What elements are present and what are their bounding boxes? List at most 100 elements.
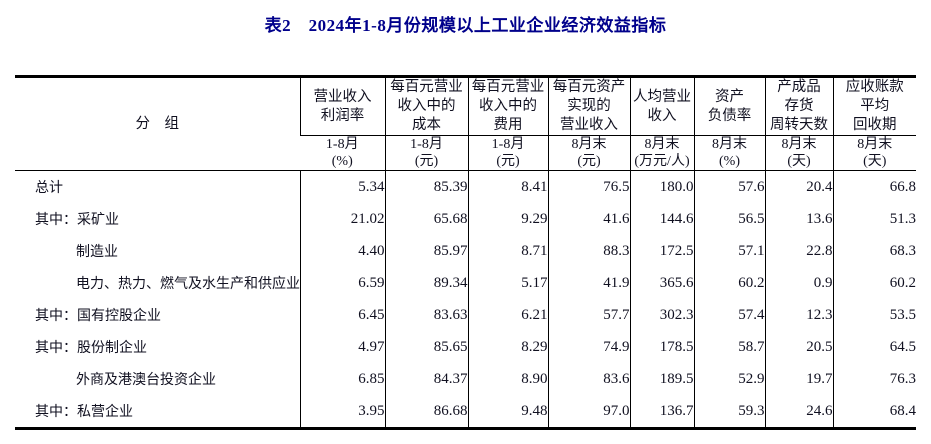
cell-value: 83.63 [384,299,468,331]
cell-value: 52.9 [693,363,765,395]
cell-value: 41.9 [547,267,630,299]
table-row: 总计 5.34 85.39 8.41 76.5 180.0 57.6 20.4 66.8 [15,170,916,203]
cell-value: 60.2 [693,267,765,299]
column-unit-header-0: 1-8月 (%) [300,135,385,171]
table-row: 其中：股份制企业 4.97 85.65 8.29 74.9 178.5 58.7 20.5 64… [15,331,916,363]
cell-value: 8.90 [467,363,548,395]
row-label: 制造业 [76,245,118,260]
cell-value: 97.0 [547,395,630,429]
cell-value: 65.68 [384,203,468,235]
column-period: 8月末 [712,137,747,152]
column-unit-header-2: 1-8月 (元) [467,135,548,171]
column-unit: (元) [414,154,439,169]
row-label: 其中：采矿业 [35,213,119,228]
cell-value: 85.97 [384,235,468,267]
cell-value: 9.48 [467,395,548,429]
cell-value: 0.9 [764,267,833,299]
column-unit: (天) [787,154,811,169]
row-label: 其中：股份制企业 [35,341,147,356]
cell-value: 68.3 [832,235,916,267]
column-name-header-1: 每百元营业 收入中的 成本 [384,76,468,136]
cell-value: 84.37 [384,363,468,395]
cell-value: 74.9 [547,331,630,363]
column-unit: (元) [496,154,520,169]
table-row: 其中：国有控股企业 6.45 83.63 6.21 57.7 302.3 57.4 12.3 5… [15,299,916,331]
cell-value: 6.85 [299,363,385,395]
cell-value: 5.34 [299,170,385,203]
cell-value: 85.39 [384,170,468,203]
cell-value: 24.6 [764,395,833,429]
table-row: 制造业 4.40 85.97 8.71 88.3 172.5 57.1 22.8 68.3 [15,235,916,267]
row-label: 其中：私营企业 [35,405,133,420]
cell-value: 12.3 [764,299,833,331]
cell-value: 64.5 [832,331,916,363]
cell-value: 178.5 [629,331,694,363]
column-period: 8月末 [571,137,607,152]
column-unit-header-3: 8月末 (元) [547,135,630,171]
column-unit: (天) [863,154,887,169]
cell-value: 365.6 [629,267,694,299]
cell-value: 86.68 [384,395,468,429]
cell-value: 85.65 [384,331,468,363]
table-row: 其中：采矿业 21.02 65.68 9.29 41.6 144.6 56.5 13.6 51.… [15,203,916,235]
economic-indicators-table: 分 组 营业收入 利润率 每百元营业 收入中的 成本 每百元营业 收入中的 费用 每百… [15,75,916,430]
cell-value: 20.5 [764,331,833,363]
cell-value: 4.97 [299,331,385,363]
row-label: 总计 [35,181,63,196]
column-unit: (%) [719,154,740,169]
column-period: 8月末 [781,137,817,152]
cell-value: 76.5 [547,170,630,203]
cell-value: 68.4 [832,395,916,429]
cell-value: 172.5 [629,235,694,267]
column-period: 1-8月 [325,137,359,152]
column-unit: (%) [331,154,353,169]
cell-value: 6.21 [467,299,548,331]
column-unit: (万元/人) [634,154,690,169]
row-label: 外商及港澳台投资企业 [76,373,216,388]
cell-value: 57.6 [693,170,765,203]
cell-value: 59.3 [693,395,765,429]
cell-value: 5.17 [467,267,548,299]
row-label: 其中：国有控股企业 [35,309,161,324]
cell-value: 57.7 [547,299,630,331]
cell-value: 66.8 [832,170,916,203]
column-period: 8月末 [857,137,893,152]
column-unit-header-1: 1-8月 (元) [384,135,468,171]
column-name-header-5: 资产 负债率 [693,76,765,136]
cell-value: 6.59 [299,267,385,299]
page-title: 表2 2024年1-8月份规模以上工业企业经济效益指标 [264,16,667,35]
cell-value: 51.3 [832,203,916,235]
column-name-header-0: 营业收入 利润率 [299,76,385,136]
cell-value: 9.29 [467,203,548,235]
column-unit-header-6: 8月末 (天) [764,135,833,171]
cell-value: 144.6 [629,203,694,235]
column-name-header-6: 产成品 存货 周转天数 [764,76,833,136]
column-unit-header-5: 8月末 (%) [693,135,765,171]
cell-value: 58.7 [693,331,765,363]
cell-value: 89.34 [384,267,468,299]
cell-value: 3.95 [299,395,385,429]
cell-value: 53.5 [832,299,916,331]
cell-value: 180.0 [629,170,694,203]
cell-value: 6.45 [299,299,385,331]
cell-value: 302.3 [629,299,694,331]
cell-value: 8.41 [467,170,548,203]
column-period: 8月末 [644,137,680,152]
cell-value: 189.5 [629,363,694,395]
group-column-header: 分 组 [15,76,300,171]
column-name-header-3: 每百元资产 实现的 营业收入 [547,76,630,136]
cell-value: 88.3 [547,235,630,267]
table-row: 其中：私营企业 3.95 86.68 9.48 97.0 136.7 59.3 24.6 68.… [15,395,916,429]
cell-value: 76.3 [832,363,916,395]
cell-value: 20.4 [764,170,833,203]
table-row: 外商及港澳台投资企业 6.85 84.37 8.90 83.6 189.5 52.9 19.7… [15,363,916,395]
column-period: 1-8月 [491,137,525,152]
cell-value: 22.8 [764,235,833,267]
column-period: 1-8月 [410,137,443,152]
cell-value: 13.6 [764,203,833,235]
cell-value: 4.40 [299,235,385,267]
column-name-header-2: 每百元营业 收入中的 费用 [467,76,548,136]
cell-value: 136.7 [629,395,694,429]
column-unit-header-4: 8月末 (万元/人) [629,135,694,171]
